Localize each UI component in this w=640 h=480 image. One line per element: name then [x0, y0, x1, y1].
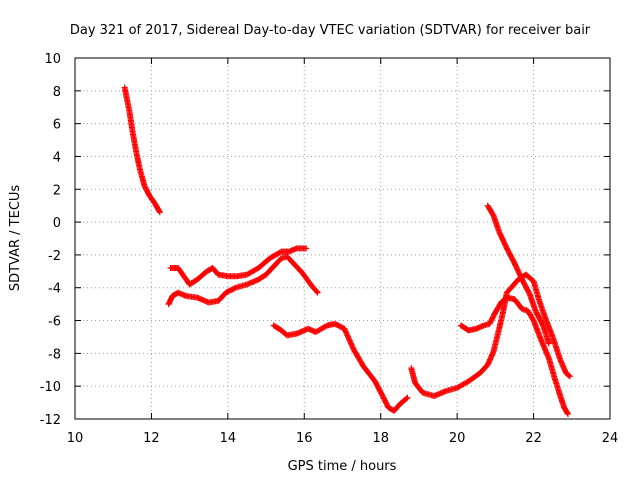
- y-tick-label: 4: [53, 150, 61, 165]
- x-tick-label: 24: [602, 431, 619, 446]
- y-tick-label: 2: [53, 183, 61, 198]
- y-tick-label: -10: [40, 380, 61, 395]
- x-tick-label: 10: [67, 431, 84, 446]
- series-arc-7: [484, 202, 552, 347]
- series-arc-1: [121, 84, 163, 216]
- series-arc-4: [270, 320, 411, 414]
- y-tick-label: -8: [48, 347, 61, 362]
- series-arc-5: [408, 271, 573, 400]
- data-point: [545, 340, 552, 347]
- y-axis-label: SDTVAR / TECUs: [8, 185, 23, 292]
- chart-title: Day 321 of 2017, Sidereal Day-to-day VTE…: [70, 23, 591, 38]
- x-axis-label: GPS time / hours: [288, 459, 397, 474]
- plot-frame: [74, 57, 611, 420]
- y-tick-label: -4: [48, 282, 61, 297]
- x-tick-labels: 10 12 14 16 18 20 22 24: [67, 431, 619, 446]
- x-tick-label: 14: [220, 431, 237, 446]
- data-point: [313, 288, 320, 295]
- data-point: [403, 395, 410, 402]
- x-tick-label: 22: [525, 431, 542, 446]
- x-tick-label: 16: [296, 431, 313, 446]
- data-point: [404, 394, 411, 401]
- data-point: [231, 285, 238, 292]
- data-point: [156, 209, 163, 216]
- data-series: [121, 84, 573, 418]
- data-point: [564, 411, 571, 418]
- y-tick-label: -6: [48, 315, 61, 330]
- series-arc-6: [457, 294, 571, 418]
- series-arc-2: [167, 245, 310, 288]
- x-tick-label: 20: [449, 431, 466, 446]
- data-point: [566, 373, 573, 380]
- data-point: [303, 245, 310, 252]
- y-tick-label: 8: [53, 85, 61, 100]
- y-tick-label: 6: [53, 118, 61, 133]
- data-point: [564, 409, 571, 416]
- data-point: [314, 289, 321, 296]
- x-tick-label: 12: [143, 431, 160, 446]
- grid: [75, 58, 610, 419]
- series-arc-3: [165, 253, 321, 308]
- x-tick-label: 18: [372, 431, 389, 446]
- y-tick-label: 0: [53, 216, 61, 231]
- axis-ticks: [74, 57, 611, 420]
- y-tick-label: -2: [48, 249, 61, 264]
- y-tick-label: -12: [40, 413, 61, 428]
- data-point: [156, 208, 163, 215]
- data-point: [565, 372, 572, 379]
- y-tick-label: 10: [44, 52, 61, 67]
- data-point: [539, 321, 546, 328]
- y-tick-labels: 10 8 6 4 2 0 -2 -4 -6 -8 -10 -12: [40, 52, 61, 428]
